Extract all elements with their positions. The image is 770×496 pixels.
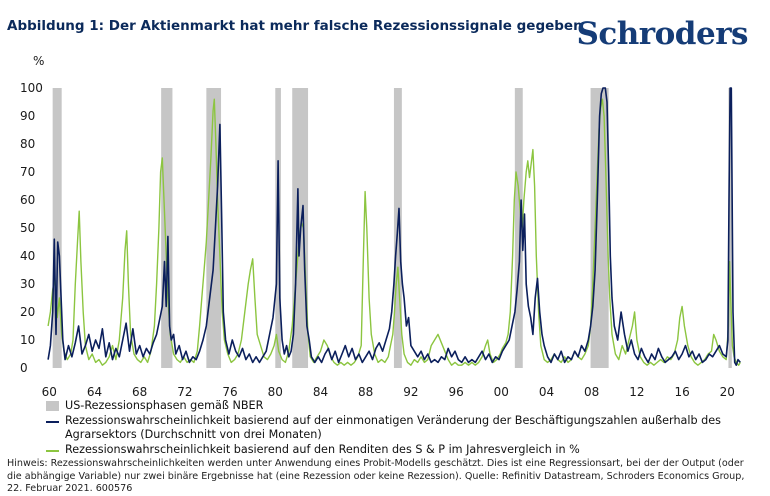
schroders-logo: Schroders [576,16,749,52]
legend-swatch-recession [46,401,59,411]
legend: US-Rezessionsphasen gemäß NBER Rezession… [46,399,770,458]
legend-swatch-employment [46,421,59,423]
y-tick-label-30: 30 [20,277,35,291]
legend-item-recession: US-Rezessionsphasen gemäß NBER [46,399,770,413]
line-chart: 0 10 20 30 40 50 60 70 80 90 100 60 64 68 72 76 80 84 88 9… [20,81,741,399]
recession-band-7 [590,88,609,368]
x-tick-label-00: 00 [494,385,509,399]
x-tick-label-76: 76 [222,385,237,399]
legend-item-sp: Rezessionswahrscheinlichkeit basierend a… [46,443,770,457]
y-tick-label-100: 100 [20,81,43,95]
recession-band-1 [161,88,173,368]
x-tick-label-64: 64 [87,385,102,399]
x-tick-label-16: 16 [674,385,689,399]
y-tick-label-70: 70 [20,165,35,179]
x-tick-label-60: 60 [42,385,57,399]
x-tick-label-04: 04 [539,385,554,399]
x-tick-label-96: 96 [448,385,463,399]
chart-title: Abbildung 1: Der Aktienmarkt hat mehr fa… [7,18,583,34]
x-tick-label-68: 68 [132,385,147,399]
y-tick-label-60: 60 [20,193,35,207]
y-tick-label-90: 90 [20,109,35,123]
y-axis-ticks: 0 10 20 30 40 50 60 70 80 90 100 [20,81,43,375]
series-line-employment [47,87,741,366]
footnote: Hinweis: Rezessionswahrscheinlichkeiten … [7,458,745,494]
recession-band-6 [514,88,523,368]
legend-label-employment: Rezessionswahrscheinlichkeit basierend a… [65,414,721,441]
y-tick-label-10: 10 [20,333,35,347]
x-tick-label-80: 80 [268,385,283,399]
series-line-sp [47,98,741,366]
x-tick-label-08: 08 [584,385,599,399]
y-tick-label-0: 0 [20,361,28,375]
recession-band-3 [275,88,281,368]
y-tick-label-20: 20 [20,305,35,319]
legend-item-employment: Rezessionswahrscheinlichkeit basierend a… [46,414,770,442]
x-tick-label-20: 20 [720,385,735,399]
x-tick-label-72: 72 [177,385,192,399]
legend-swatch-sp [46,450,59,452]
x-axis-ticks: 60 64 68 72 76 80 84 88 92 96 00 04 08 12 16 20 [42,385,735,399]
y-tick-label-40: 40 [20,249,35,263]
legend-label-sp: Rezessionswahrscheinlichkeit basierend a… [65,443,580,456]
legend-label-recession: US-Rezessionsphasen gemäß NBER [65,399,264,412]
x-tick-label-92: 92 [403,385,418,399]
series-lines [47,87,741,366]
y-tick-label-80: 80 [20,137,35,151]
recession-band-0 [52,88,62,368]
recession-band-8 [728,88,732,368]
x-tick-label-88: 88 [358,385,373,399]
x-tick-label-12: 12 [629,385,644,399]
y-axis-unit-label: % [33,54,45,68]
y-tick-label-50: 50 [20,221,35,235]
x-tick-label-84: 84 [313,385,328,399]
